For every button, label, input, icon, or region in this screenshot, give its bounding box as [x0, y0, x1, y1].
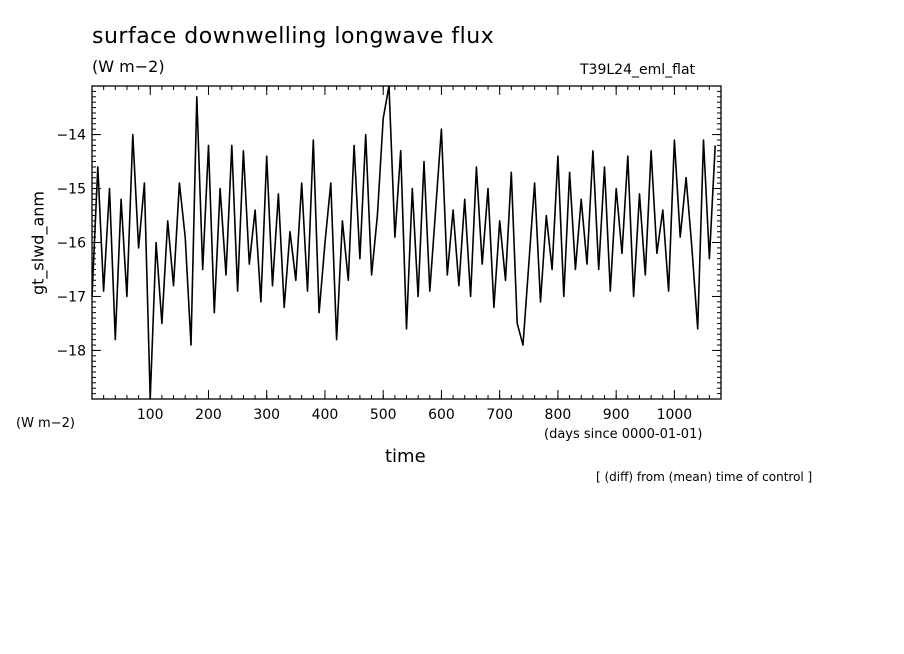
- x-tick-label: 900: [603, 407, 630, 423]
- x-tick-label: 400: [312, 407, 339, 423]
- axis-ticks: [91, 85, 722, 400]
- x-axis-label: time: [385, 446, 426, 467]
- y-tick-label: −18: [56, 343, 86, 359]
- x-tick-label: 200: [195, 407, 222, 423]
- y-axis-units: (W m−2): [16, 416, 75, 431]
- y-tick-label: −16: [56, 236, 86, 252]
- run-label: T39L24_eml_flat: [580, 62, 696, 78]
- x-tick-label: 600: [428, 407, 455, 423]
- x-tick-label: 700: [486, 407, 513, 423]
- title-units: (W m−2): [92, 57, 165, 76]
- y-tick-label: −17: [56, 289, 86, 305]
- y-tick-label: −14: [56, 128, 86, 144]
- plot-frame: [91, 85, 722, 400]
- x-tick-label: 500: [370, 407, 397, 423]
- y-tick-label: −15: [56, 182, 86, 198]
- x-tick-label: 800: [545, 407, 572, 423]
- diff-note: [ (diff) from (mean) time of control ]: [596, 470, 813, 484]
- chart-title: surface downwelling longwave flux: [92, 24, 495, 49]
- x-tick-label: 300: [253, 407, 280, 423]
- axis-tick-labels: 100 200 300 400 500 600 700 800 900 1000 −18 −17 −16…: [56, 128, 692, 423]
- x-tick-label: 100: [137, 407, 164, 423]
- x-axis-units: (days since 0000-01-01): [544, 427, 703, 442]
- x-tick-label: 1000: [657, 407, 693, 423]
- y-axis-label: gt_slwd_anm: [28, 191, 48, 295]
- series-line: [91, 85, 716, 400]
